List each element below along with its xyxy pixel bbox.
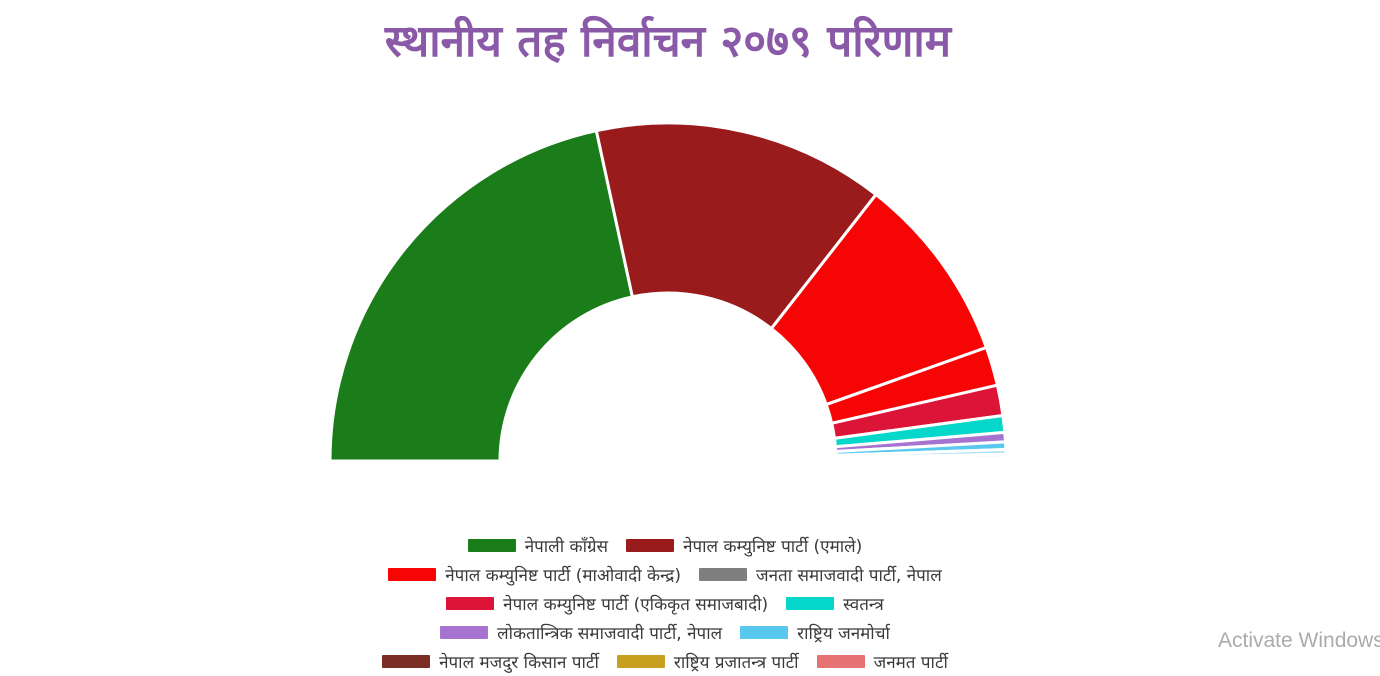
page-title: स्थानीय तह निर्वाचन २०७९ परिणाम <box>384 16 952 67</box>
legend-item[interactable]: राष्ट्रिय जनमोर्चा <box>740 621 890 644</box>
page: स्थानीय तह निर्वाचन २०७९ परिणाम नेपाली क… <box>328 16 1380 673</box>
legend-item[interactable]: नेपाल मजदुर किसान पार्टी <box>382 650 599 673</box>
legend-item[interactable]: नेपाल कम्युनिष्ट पार्टी (एमाले) <box>626 534 862 557</box>
legend-swatch-icon <box>698 568 747 581</box>
legend-row-0: नेपाली काँग्रेस नेपाल कम्युनिष्ट पार्टी (… <box>0 531 1330 560</box>
legend-label: राष्ट्रिय जनमोर्चा <box>797 624 890 644</box>
legend-swatch-icon <box>440 626 489 639</box>
legend-label: नेपाल मजदुर किसान पार्टी <box>439 653 599 673</box>
legend-item[interactable]: स्वतन्त्र <box>786 592 884 615</box>
legend-item[interactable]: लोकतान्त्रिक समाजवादी पार्टी, नेपाल <box>440 621 722 644</box>
legend-row-2: नेपाल कम्युनिष्ट पार्टी (एकिकृत समाजबादी… <box>0 589 1330 618</box>
legend-swatch-icon <box>388 568 437 581</box>
legend-swatch-icon <box>467 539 516 552</box>
legend-label: जनता समाजवादी पार्टी, नेपाल <box>755 566 942 586</box>
pie-slice-0[interactable] <box>328 129 634 463</box>
legend-item[interactable]: नेपाली काँग्रेस <box>467 534 609 557</box>
legend-item[interactable]: नेपाल कम्युनिष्ट पार्टी (एकिकृत समाजबादी… <box>446 592 768 615</box>
pie-slice-1[interactable] <box>594 121 878 331</box>
legend-swatch-icon <box>616 655 665 668</box>
legend-label: नेपाल कम्युनिष्ट पार्टी (एमाले) <box>683 537 863 557</box>
legend-label: जनमत पार्टी <box>873 653 948 673</box>
legend-item[interactable]: जनमत पार्टी <box>816 650 948 673</box>
legend-label: लोकतान्त्रिक समाजवादी पार्टी, नेपाल <box>497 624 723 644</box>
legend-label: स्वतन्त्र <box>843 595 884 615</box>
legend-item[interactable]: जनता समाजवादी पार्टी, नेपाल <box>698 563 942 586</box>
legend-swatch-icon <box>626 539 675 552</box>
chart-legend: नेपाली काँग्रेस नेपाल कम्युनिष्ट पार्टी (… <box>0 531 1330 676</box>
half-donut-chart <box>328 121 1008 463</box>
legend-swatch-icon <box>786 597 835 610</box>
legend-row-4: नेपाल मजदुर किसान पार्टी राष्ट्रिय प्रजात… <box>0 647 1330 676</box>
pie-slice-10[interactable] <box>834 456 1008 463</box>
legend-swatch-icon <box>740 626 789 639</box>
legend-swatch-icon <box>382 655 431 668</box>
legend-label: नेपाल कम्युनिष्ट पार्टी (एकिकृत समाजबादी… <box>503 595 769 615</box>
legend-row-3: लोकतान्त्रिक समाजवादी पार्टी, नेपाल राष्ट… <box>0 618 1330 647</box>
legend-item[interactable]: राष्ट्रिय प्रजातन्त्र पार्टी <box>616 650 799 673</box>
legend-label: नेपाल कम्युनिष्ट पार्टी (माओवादी केन्द्र… <box>445 566 681 586</box>
activate-windows-watermark: Activate Windows <box>1218 629 1380 652</box>
legend-swatch-icon <box>816 655 865 668</box>
legend-label: नेपाली काँग्रेस <box>524 537 609 557</box>
legend-item[interactable]: नेपाल कम्युनिष्ट पार्टी (माओवादी केन्द्र… <box>388 563 681 586</box>
legend-label: राष्ट्रिय प्रजातन्त्र पार्टी <box>673 653 799 673</box>
legend-swatch-icon <box>446 597 495 610</box>
legend-row-1: नेपाल कम्युनिष्ट पार्टी (माओवादी केन्द्र… <box>0 560 1330 589</box>
